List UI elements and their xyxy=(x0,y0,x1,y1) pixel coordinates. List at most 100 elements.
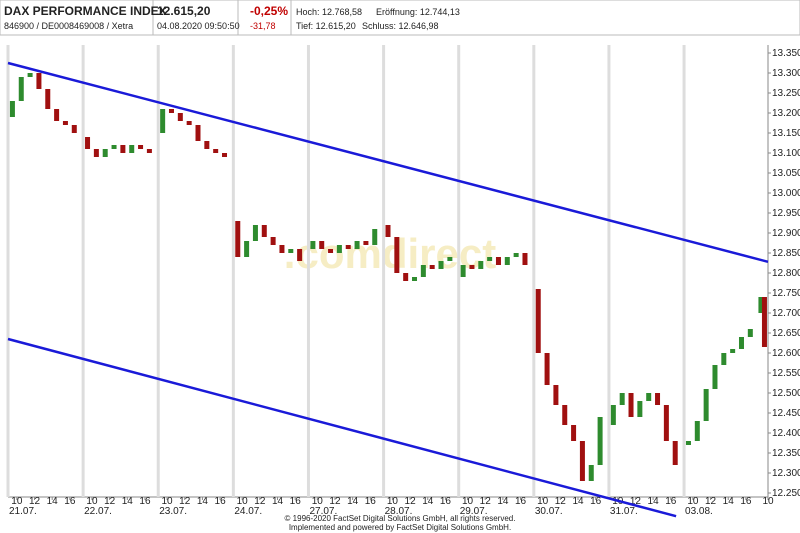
candle-body xyxy=(761,297,767,347)
x-tick-label: 16 xyxy=(665,496,677,507)
candle-body xyxy=(177,113,183,121)
high: Hoch: 12.768,58 xyxy=(296,7,362,17)
copyright: © 1996-2020 FactSet Digital Solutions Gm… xyxy=(285,514,516,523)
candle-body xyxy=(672,441,678,465)
candle-body xyxy=(45,89,51,109)
x-tick-label: 16 xyxy=(64,496,76,507)
candle-body xyxy=(372,229,378,245)
y-tick-label: 12.550 xyxy=(772,368,800,379)
candle-body xyxy=(102,149,108,157)
candle-body xyxy=(261,225,267,237)
candle-body xyxy=(730,349,736,353)
date-label: 21.07. xyxy=(9,506,37,517)
candle-body xyxy=(694,421,700,441)
candle-body xyxy=(403,273,409,281)
x-tick-label: 10 xyxy=(162,496,174,507)
candle-body xyxy=(160,109,166,133)
x-tick-label: 14 xyxy=(572,496,584,507)
x-tick-label: 14 xyxy=(197,496,209,507)
x-tick-label: 10 xyxy=(537,496,549,507)
candle-body xyxy=(712,365,718,389)
y-tick-label: 13.350 xyxy=(772,48,800,59)
candle-body xyxy=(27,73,33,77)
x-tick-label: 12 xyxy=(705,496,717,507)
candle-body xyxy=(345,245,351,249)
candle-body xyxy=(703,389,709,421)
candle-body xyxy=(235,221,241,257)
candle-body xyxy=(487,257,493,261)
powered-by: Implemented and powered by FactSet Digit… xyxy=(289,523,511,532)
y-tick-label: 13.050 xyxy=(772,168,800,179)
x-tick-label: 12 xyxy=(329,496,341,507)
candle-body xyxy=(363,241,369,245)
x-tick-label: 10 xyxy=(86,496,98,507)
date-label: 30.07. xyxy=(535,506,563,517)
change-pct: -0,25% xyxy=(250,4,288,18)
y-tick-label: 12.900 xyxy=(772,228,800,239)
date-label: 27.07. xyxy=(309,506,337,517)
y-tick-label: 13.200 xyxy=(772,108,800,119)
x-tick-label: 12 xyxy=(630,496,642,507)
x-tick-label: 14 xyxy=(122,496,134,507)
trend-line xyxy=(7,61,769,264)
x-tick-label: 16 xyxy=(215,496,227,507)
candle-body xyxy=(195,125,201,141)
candle-body xyxy=(310,241,316,249)
x-tick-label: 10 xyxy=(11,496,23,507)
y-tick-label: 12.450 xyxy=(772,408,800,419)
candle-body xyxy=(619,393,625,405)
price: 12.615,20 xyxy=(157,4,211,18)
candle-body xyxy=(655,393,661,405)
candle-body xyxy=(288,249,294,253)
candle-body xyxy=(747,329,753,337)
y-tick-label: 13.000 xyxy=(772,188,800,199)
x-tick-label: 14 xyxy=(497,496,509,507)
date-label: 29.07. xyxy=(460,506,488,517)
date-label: 22.07. xyxy=(84,506,112,517)
x-tick-label: 16 xyxy=(515,496,527,507)
candle-body xyxy=(18,77,24,101)
y-tick-label: 12.850 xyxy=(772,248,800,259)
timestamp: 04.08.2020 09:50:50 xyxy=(157,21,240,31)
candle-body xyxy=(758,297,764,313)
y-tick-label: 12.300 xyxy=(772,468,800,479)
candle-body xyxy=(579,441,585,481)
candle-body xyxy=(252,225,258,241)
candle-body xyxy=(204,141,210,149)
date-label: 31.07. xyxy=(610,506,638,517)
y-tick-label: 12.400 xyxy=(772,428,800,439)
change-abs: -31,78 xyxy=(250,21,276,31)
candle-body xyxy=(319,241,325,249)
candle-body xyxy=(279,245,285,253)
x-tick-label: 12 xyxy=(179,496,191,507)
index-id: 846900 / DE0008469008 / Xetra xyxy=(4,21,133,31)
candle-body xyxy=(71,125,77,133)
candle-body xyxy=(385,225,391,237)
candle-body xyxy=(628,393,634,417)
candle-body xyxy=(553,385,559,405)
y-tick-label: 12.750 xyxy=(772,288,800,299)
date-label: 28.07. xyxy=(385,506,413,517)
candle-body xyxy=(213,149,219,153)
header-box xyxy=(0,0,800,36)
candle-body xyxy=(93,149,99,157)
candle-body xyxy=(522,253,528,265)
candle-body xyxy=(513,253,519,257)
x-tick-label: 10 xyxy=(687,496,699,507)
candle-body xyxy=(168,109,174,113)
candle-body xyxy=(120,145,126,153)
candle-body xyxy=(438,261,444,269)
close: Schluss: 12.646,98 xyxy=(362,21,439,31)
y-tick-label: 12.800 xyxy=(772,268,800,279)
candle-body xyxy=(244,241,250,257)
candle-body xyxy=(297,249,303,261)
y-tick-label: 12.250 xyxy=(772,488,800,499)
candle-body xyxy=(328,249,334,253)
x-tick-label: 14 xyxy=(723,496,735,507)
candle-body xyxy=(336,245,342,253)
x-tick-label: 16 xyxy=(590,496,602,507)
date-label: 24.07. xyxy=(234,506,262,517)
x-tick-label: 16 xyxy=(740,496,752,507)
candle-body xyxy=(447,257,453,261)
